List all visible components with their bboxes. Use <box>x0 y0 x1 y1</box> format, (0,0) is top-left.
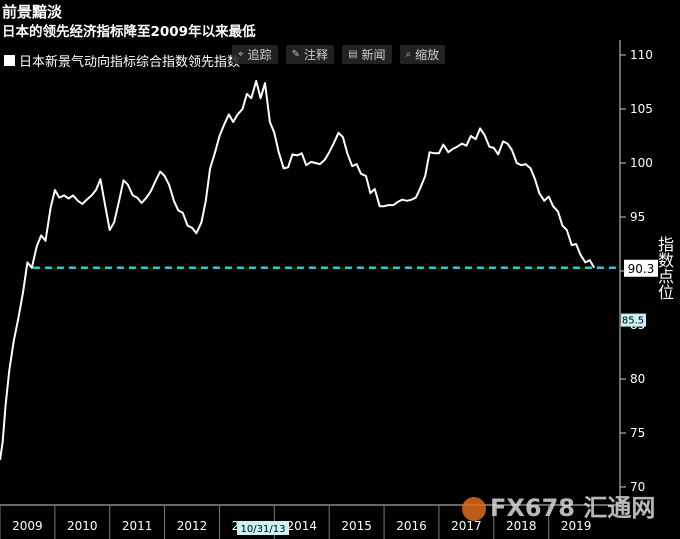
watermark-text: FX678 汇通网 <box>490 494 656 522</box>
min-value-tag <box>621 313 646 327</box>
news-icon: ▤ <box>348 49 358 60</box>
x-tick-label: 2019 <box>561 519 592 533</box>
y-tick-label: 95 <box>630 210 645 224</box>
x-tick-label: 2010 <box>67 519 98 533</box>
x-tick-label: 2011 <box>122 519 153 533</box>
cursor-date-tag <box>237 521 290 535</box>
last-value-label: 90.3 <box>628 262 655 276</box>
track-label: 追踪 <box>247 48 272 62</box>
track-icon: ⌖ <box>238 49 244 60</box>
y-tick-label: 75 <box>630 426 645 440</box>
y-tick-label: 80 <box>630 372 645 386</box>
y-tick-label: 105 <box>630 102 653 116</box>
news-label: 新闻 <box>361 48 386 62</box>
chart-subtitle: 日本的领先经济指标降至2009年以来最低 <box>2 24 256 40</box>
x-tick-label: 2014 <box>286 519 317 533</box>
chart-header: 前景黯淡 日本的领先经济指标降至2009年以来最低 <box>0 0 680 40</box>
series-line <box>0 79 596 461</box>
chart-title: 前景黯淡 <box>2 3 63 21</box>
legend: 日本新景气动向指标综合指数领先指数 <box>4 51 240 70</box>
x-tick-label: 2017 <box>451 519 482 533</box>
legend-label: 日本新景气动向指标综合指数领先指数 <box>19 55 241 70</box>
cursor-date-label: 10/31/13 <box>241 524 286 535</box>
legend-swatch <box>4 55 15 66</box>
y-tick-label: 100 <box>630 156 653 170</box>
x-tick-label: 2015 <box>341 519 372 533</box>
x-tick-label: 2009 <box>12 519 43 533</box>
watermark: FX678 汇通网 <box>462 488 655 523</box>
x-tick-label: 2016 <box>396 519 427 533</box>
annotate-button[interactable]: ✎ 注释 <box>285 45 335 64</box>
last-value-tag <box>624 259 658 277</box>
watermark-logo-icon <box>462 497 486 521</box>
news-button[interactable]: ▤ 新闻 <box>342 45 392 64</box>
y-tick-label: 70 <box>630 480 645 494</box>
y-axis-label: 指数点位 <box>655 236 674 300</box>
x-tick-label: 2018 <box>506 519 537 533</box>
zoom-button[interactable]: ⌕ 缩放 <box>399 45 446 64</box>
min-value-label: 85.5 <box>622 316 644 327</box>
track-button[interactable]: ⌖ 追踪 <box>232 45 278 64</box>
plot-area <box>0 40 620 505</box>
chart-toolbar: ⌖ 追踪 ✎ 注释 ▤ 新闻 ⌕ 缩放 <box>232 45 446 64</box>
x-tick-label: 2012 <box>177 519 208 533</box>
annotate-label: 注释 <box>304 48 329 62</box>
annotate-icon: ✎ <box>291 49 301 60</box>
zoom-label: 缩放 <box>415 48 440 62</box>
y-tick-label: 110 <box>630 48 653 62</box>
zoom-icon: ⌕ <box>405 49 412 60</box>
